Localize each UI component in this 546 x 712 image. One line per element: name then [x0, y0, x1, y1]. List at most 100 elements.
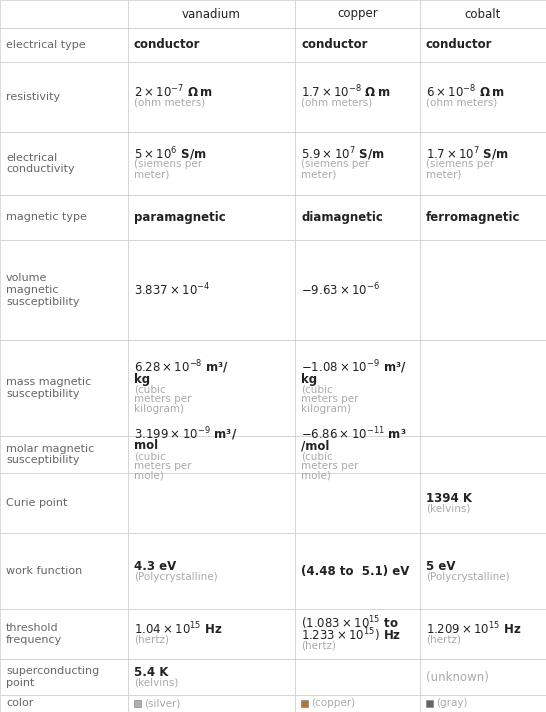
Text: electrical type: electrical type [6, 40, 86, 50]
Text: conductor: conductor [134, 38, 200, 51]
Bar [128, 28, 295, 62]
Bar [295, 659, 420, 695]
Text: vanadium: vanadium [182, 8, 241, 21]
Bar [420, 240, 546, 340]
Text: (hertz): (hertz) [301, 641, 336, 651]
Text: meters per: meters per [134, 461, 192, 471]
Bar [0, 240, 128, 340]
Text: meters per: meters per [301, 461, 359, 471]
Bar [420, 0, 546, 28]
Text: $1.7\times10^{7}$ S/m: $1.7\times10^{7}$ S/m [426, 145, 509, 162]
Text: (ohm meters): (ohm meters) [134, 98, 205, 108]
Bar [420, 132, 546, 195]
Text: (ohm meters): (ohm meters) [301, 98, 372, 108]
Bar [420, 473, 546, 533]
Bar [295, 695, 420, 712]
Text: (kelvins): (kelvins) [426, 503, 470, 514]
Text: $1.233\times10^{15})$ Hz: $1.233\times10^{15})$ Hz [301, 626, 401, 644]
Bar [0, 533, 128, 609]
Text: 1394 K: 1394 K [426, 491, 472, 505]
Text: meter): meter) [301, 169, 336, 179]
Text: (kelvins): (kelvins) [134, 678, 179, 688]
Text: 4.3 eV: 4.3 eV [134, 560, 176, 572]
Bar [128, 436, 295, 473]
Bar [0, 659, 128, 695]
Bar [420, 533, 546, 609]
Text: $1.7\times10^{-8}$ Ω m: $1.7\times10^{-8}$ Ω m [301, 84, 390, 100]
Text: (hertz): (hertz) [426, 634, 461, 645]
Bar [295, 28, 420, 62]
Text: $-1.08\times10^{-9}$ m³/: $-1.08\times10^{-9}$ m³/ [301, 359, 407, 377]
Bar [426, 700, 433, 707]
Text: meter): meter) [134, 169, 169, 179]
Bar [128, 132, 295, 195]
Text: 5 eV: 5 eV [426, 560, 455, 572]
Text: meters per: meters per [134, 394, 192, 404]
Text: mass magnetic
susceptibility: mass magnetic susceptibility [6, 377, 91, 399]
Text: $2\times10^{-7}$ Ω m: $2\times10^{-7}$ Ω m [134, 84, 213, 100]
Text: (cubic: (cubic [301, 384, 333, 394]
Bar [420, 340, 546, 436]
Bar [295, 132, 420, 195]
Text: mole): mole) [301, 471, 331, 481]
Bar [128, 0, 295, 28]
Text: kilogram): kilogram) [301, 404, 351, 414]
Bar [128, 62, 295, 132]
Text: magnetic type: magnetic type [6, 212, 87, 222]
Bar [420, 62, 546, 132]
Text: ferromagnetic: ferromagnetic [426, 211, 520, 224]
Text: (silver): (silver) [144, 698, 180, 708]
Text: kg: kg [134, 372, 150, 386]
Bar [295, 0, 420, 28]
Bar [0, 695, 128, 712]
Text: (siemens per: (siemens per [134, 159, 202, 169]
Text: (cubic: (cubic [134, 451, 166, 461]
Text: electrical
conductivity: electrical conductivity [6, 152, 75, 174]
Text: superconducting
point: superconducting point [6, 666, 99, 688]
Text: (Polycrystalline): (Polycrystalline) [134, 572, 218, 582]
Text: meter): meter) [426, 169, 461, 179]
Text: (4.48 to  5.1) eV: (4.48 to 5.1) eV [301, 565, 410, 577]
Bar [420, 28, 546, 62]
Text: work function: work function [6, 566, 82, 576]
Text: $-9.63\times10^{-6}$: $-9.63\times10^{-6}$ [301, 282, 380, 298]
Bar [301, 700, 308, 707]
Text: $6.28\times10^{-8}$ m³/: $6.28\times10^{-8}$ m³/ [134, 359, 229, 377]
Bar [0, 340, 128, 436]
Bar [128, 195, 295, 240]
Bar [128, 240, 295, 340]
Text: (siemens per: (siemens per [301, 159, 369, 169]
Text: conductor: conductor [301, 38, 367, 51]
Text: $5\times10^{6}$ S/m: $5\times10^{6}$ S/m [134, 145, 206, 162]
Bar [128, 473, 295, 533]
Text: meters per: meters per [301, 394, 359, 404]
Text: (siemens per: (siemens per [426, 159, 494, 169]
Bar [295, 436, 420, 473]
Text: $3.199\times10^{-9}$ m³/: $3.199\times10^{-9}$ m³/ [134, 425, 238, 443]
Text: kg: kg [301, 372, 317, 386]
Text: $-6.86\times10^{-11}$ m³: $-6.86\times10^{-11}$ m³ [301, 426, 407, 442]
Bar [420, 195, 546, 240]
Text: $1.209\times10^{15}$ Hz: $1.209\times10^{15}$ Hz [426, 621, 521, 637]
Text: 5.4 K: 5.4 K [134, 666, 168, 679]
Bar [0, 0, 128, 28]
Text: Curie point: Curie point [6, 498, 67, 508]
Bar [420, 609, 546, 659]
Text: paramagnetic: paramagnetic [134, 211, 225, 224]
Text: (hertz): (hertz) [134, 634, 169, 645]
Bar [0, 195, 128, 240]
Text: $1.04\times10^{15}$ Hz: $1.04\times10^{15}$ Hz [134, 621, 223, 637]
Text: (cubic: (cubic [134, 384, 166, 394]
Text: molar magnetic
susceptibility: molar magnetic susceptibility [6, 444, 94, 466]
Text: resistivity: resistivity [6, 92, 60, 102]
Text: mol: mol [134, 439, 158, 452]
Text: (cubic: (cubic [301, 451, 333, 461]
Bar [0, 609, 128, 659]
Text: kilogram): kilogram) [134, 404, 184, 414]
Bar [0, 436, 128, 473]
Text: mole): mole) [134, 471, 164, 481]
Bar [295, 195, 420, 240]
Text: /mol: /mol [301, 439, 329, 452]
Bar [128, 609, 295, 659]
Bar [295, 340, 420, 436]
